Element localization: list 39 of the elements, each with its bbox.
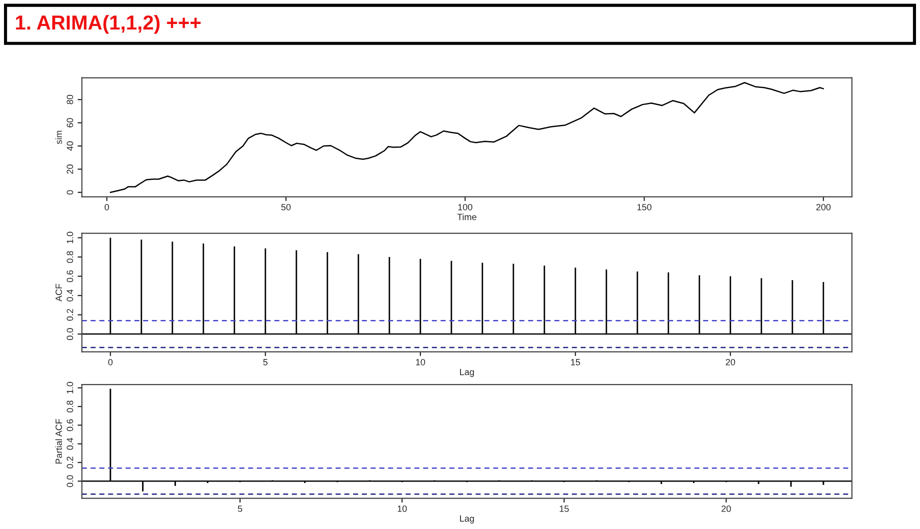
y-tick-label: 1.0 [66,232,74,244]
y-tick-label: 60 [66,118,74,128]
chart-title: 1. ARIMA(1,1,2) +++ [16,14,201,34]
x-tick-label: 20 [726,358,736,366]
x-tick-label: 200 [816,204,831,210]
x-tick-label: 5 [238,506,242,512]
x-tick-label: 10 [416,358,426,366]
y-axis-title: Partial ACF [55,418,62,464]
x-tick-label: 0 [104,204,109,210]
y-tick-label: 1.0 [66,382,74,394]
x-tick-label: 150 [637,204,652,210]
y-tick-label: 0.8 [66,251,74,263]
x-tick-label: 100 [458,204,472,210]
y-tick-label: 0.6 [66,419,74,432]
y-axis-title: sim [55,130,62,144]
y-tick-label: 0.6 [66,270,74,282]
line-series [110,82,824,194]
x-axis-title: Time [457,214,476,220]
x-tick-label: 15 [571,359,580,366]
x-tick-label: 5 [263,359,268,366]
y-tick-label: 0.0 [66,475,74,488]
y-tick-label: 0.2 [66,456,74,468]
y-tick-label: 0.4 [66,438,74,450]
x-tick-label: 15 [560,506,569,512]
y-tick-label: 0.8 [66,400,74,412]
x-tick-label: 50 [281,204,291,210]
y-tick-label: 40 [66,141,74,151]
x-axis-title: Lag [460,515,474,524]
x-tick-label: 10 [398,506,407,512]
x-tick-label: 20 [722,506,731,512]
y-tick-label: 0.4 [66,290,74,302]
y-tick-label: 80 [66,94,74,104]
x-axis-title: Lag [460,368,474,377]
y-tick-label: 20 [66,164,74,174]
y-tick-label: 0 [66,190,74,195]
y-axis-title: ACF [56,284,62,302]
y-tick-label: 0.2 [66,308,74,321]
x-tick-label: 0 [108,358,113,366]
y-tick-label: 0.0 [66,328,74,340]
